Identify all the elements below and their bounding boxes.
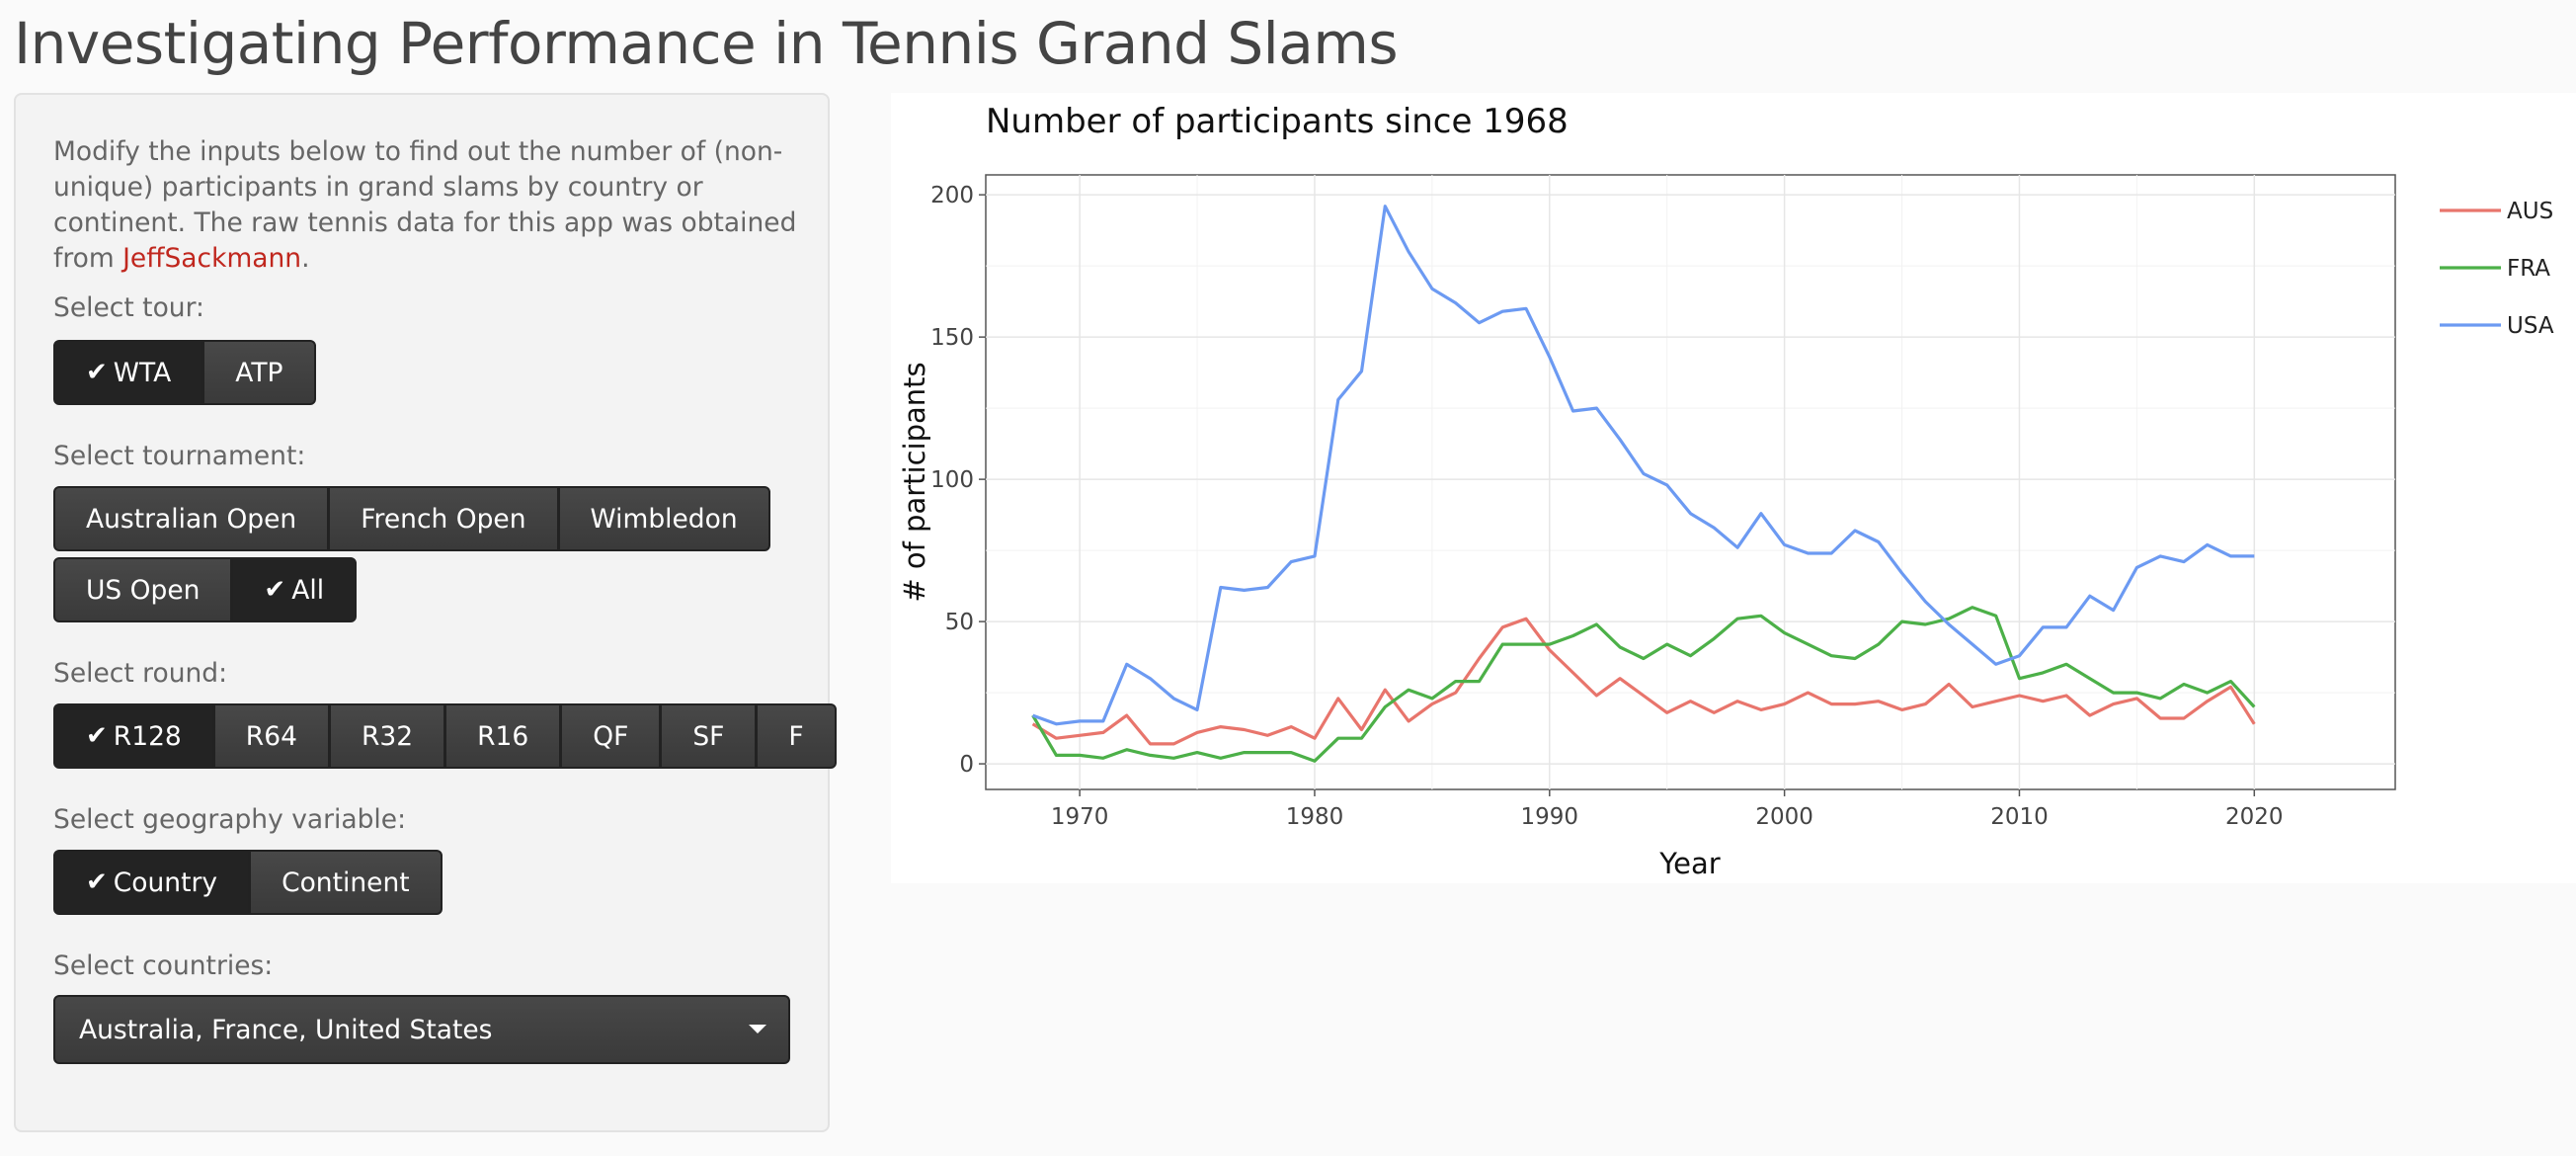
x-tick-label: 2000 <box>1755 804 1813 830</box>
tour-wta-button[interactable]: ✔ WTA <box>53 340 203 405</box>
chart-title: Number of participants since 1968 <box>986 102 1569 141</box>
round-sf-button[interactable]: SF <box>660 703 757 769</box>
tour-atp-label: ATP <box>235 357 283 388</box>
caret-down-icon <box>749 1025 766 1033</box>
tournament-wimbledon-label: Wimbledon <box>590 503 738 535</box>
x-tick-label: 1980 <box>1286 804 1344 830</box>
tour-label: Select tour: <box>53 292 204 323</box>
x-tick-label: 2020 <box>2225 804 2284 830</box>
y-axis-title: # of participants <box>898 362 931 602</box>
intro-body: Modify the inputs below to find out the … <box>53 136 797 274</box>
tournament-all-label: All <box>291 574 325 606</box>
series-line-aus <box>1031 617 2256 746</box>
check-icon: ✔ <box>86 867 108 897</box>
tournament-button-group-row2: US Open ✔ All <box>53 557 358 622</box>
tournament-us-open-button[interactable]: US Open <box>53 557 232 622</box>
geography-label: Select geography variable: <box>53 804 407 835</box>
intro-text: Modify the inputs below to find out the … <box>53 134 804 277</box>
round-f-label: F <box>788 720 804 752</box>
participants-line-chart: Number of participants since 1968 1970 19… <box>898 102 2554 880</box>
check-icon: ✔ <box>86 358 108 387</box>
round-r64-label: R64 <box>245 720 297 752</box>
y-tick-label: 100 <box>930 467 974 493</box>
countries-select-value: Australia, France, United States <box>79 1014 493 1045</box>
series-lines <box>1031 205 2256 763</box>
round-r32-label: R32 <box>361 720 414 752</box>
tour-atp-button[interactable]: ATP <box>202 340 316 405</box>
round-qf-button[interactable]: QF <box>560 703 661 769</box>
jeffsackmann-link[interactable]: JeffSackmann <box>122 243 302 274</box>
tournament-all-button[interactable]: ✔ All <box>231 557 358 622</box>
intro-end: . <box>301 243 310 274</box>
tour-button-group: ✔ WTA ATP <box>53 340 316 405</box>
round-qf-label: QF <box>593 720 629 752</box>
y-tick-label: 0 <box>959 752 974 778</box>
round-f-button[interactable]: F <box>756 703 837 769</box>
plot-panel: Number of participants since 1968 1970 19… <box>891 93 2576 883</box>
legend-label-aus: AUS <box>2507 199 2553 224</box>
tournament-french-open-button[interactable]: French Open <box>328 486 558 551</box>
round-r16-label: R16 <box>477 720 529 752</box>
legend: AUS FRA USA <box>2440 199 2554 339</box>
y-tick-label: 200 <box>930 183 974 208</box>
legend-label-fra: FRA <box>2507 256 2550 282</box>
tour-wta-label: WTA <box>113 357 172 388</box>
x-tick-label: 2010 <box>1990 804 2049 830</box>
round-sf-label: SF <box>692 720 725 752</box>
round-r64-button[interactable]: R64 <box>212 703 329 769</box>
series-line-usa <box>1032 205 2255 726</box>
round-r128-label: R128 <box>113 720 182 752</box>
y-tick-label: 150 <box>930 325 974 351</box>
tournament-wimbledon-button[interactable]: Wimbledon <box>557 486 770 551</box>
round-r128-button[interactable]: ✔ R128 <box>53 703 213 769</box>
round-r16-button[interactable]: R16 <box>444 703 561 769</box>
geography-country-button[interactable]: ✔ Country <box>53 850 250 915</box>
x-tick-label: 1970 <box>1051 804 1109 830</box>
check-icon: ✔ <box>264 575 286 605</box>
series-line-fra <box>1031 606 2256 763</box>
round-button-group: ✔ R128 R64 R32 R16 QF SF F <box>53 703 837 769</box>
axes: 1970 1980 1990 2000 2010 2020 0 50 100 150 200 <box>930 183 2283 830</box>
tournament-australian-open-label: Australian Open <box>86 503 297 535</box>
page-title: Investigating Performance in Tennis Gran… <box>14 10 1399 77</box>
x-axis-title: Year <box>1658 847 1720 880</box>
round-label: Select round: <box>53 658 228 689</box>
geography-continent-label: Continent <box>282 867 410 898</box>
tournament-button-group-row1: Australian Open French Open Wimbledon <box>53 486 770 551</box>
tournament-australian-open-button[interactable]: Australian Open <box>53 486 329 551</box>
tournament-french-open-label: French Open <box>361 503 526 535</box>
check-icon: ✔ <box>86 721 108 751</box>
plot-area <box>985 174 2396 790</box>
countries-label: Select countries: <box>53 950 274 981</box>
geography-continent-button[interactable]: Continent <box>249 850 443 915</box>
round-r32-button[interactable]: R32 <box>328 703 445 769</box>
geography-button-group: ✔ Country Continent <box>53 850 443 915</box>
tournament-label: Select tournament: <box>53 441 306 471</box>
x-tick-label: 1990 <box>1521 804 1579 830</box>
geography-country-label: Country <box>113 867 218 898</box>
legend-label-usa: USA <box>2507 313 2554 339</box>
sidebar-panel: Modify the inputs below to find out the … <box>14 93 837 1132</box>
y-tick-label: 50 <box>945 610 974 635</box>
grid-lines <box>986 175 2395 789</box>
tournament-us-open-label: US Open <box>86 574 201 606</box>
countries-select[interactable]: Australia, France, United States <box>53 995 790 1064</box>
